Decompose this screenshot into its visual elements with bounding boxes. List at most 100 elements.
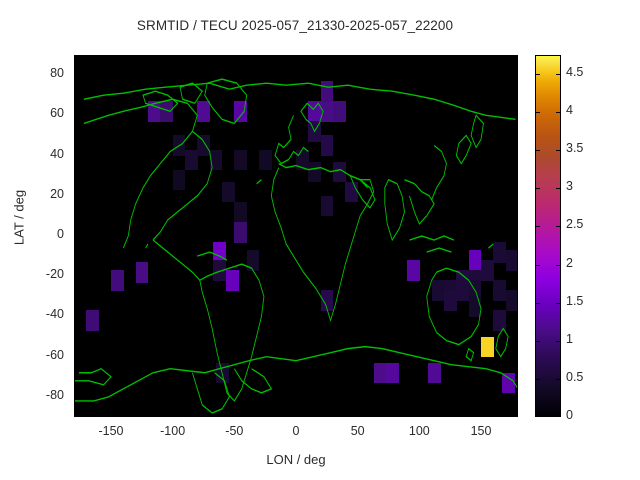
colorbar-tick-label: 1 <box>566 331 573 346</box>
heatmap-cell <box>333 161 346 183</box>
x-tick-label: 100 <box>408 424 430 438</box>
colorbar-tick-mark <box>535 378 540 380</box>
colorbar-tick-label: 2.5 <box>566 217 584 232</box>
y-tick-label: -40 <box>45 307 64 322</box>
y-tick-label: -80 <box>45 387 64 402</box>
y-tick-mark <box>74 155 79 157</box>
heatmap-cell <box>456 280 470 301</box>
colorbar-tick-mark <box>535 112 540 114</box>
colorbar-tick-mark <box>556 340 561 342</box>
heatmap-cell <box>373 362 387 384</box>
colorbar-tick-mark <box>556 188 561 190</box>
colorbar-tick-label: 4 <box>566 103 573 118</box>
heatmap-cell <box>185 149 198 171</box>
y-tick-label: 20 <box>50 186 64 201</box>
heatmap-cell <box>431 280 445 301</box>
colorbar-tick-mark <box>535 150 540 152</box>
y-tick-mark <box>74 195 79 197</box>
colorbar-tick-mark <box>535 226 540 228</box>
heatmap-cell <box>213 260 227 281</box>
heatmap-cell <box>386 362 399 384</box>
heatmap-cell <box>481 260 494 281</box>
heatmap-cell <box>148 101 161 122</box>
heatmap-cell <box>493 310 507 332</box>
heatmap-cell <box>234 149 248 171</box>
heatmap-cell <box>225 270 239 291</box>
colorbar-tick-label: 2 <box>566 255 573 270</box>
heatmap-cell <box>444 290 457 311</box>
y-tick-mark <box>74 276 79 278</box>
colorbar-tick-label: 1.5 <box>566 293 584 308</box>
page-title: SRMTID / TECU 2025-057_21330-2025-057_22… <box>136 18 454 33</box>
heatmap-cell <box>234 101 248 122</box>
heatmap-cell <box>333 101 346 122</box>
x-tick-mark <box>172 412 174 417</box>
x-tick-mark <box>111 412 112 417</box>
heatmap-cell <box>468 296 482 317</box>
x-tick-label: 150 <box>470 424 492 438</box>
heatmap-cell <box>320 101 334 122</box>
colorbar-tick-mark <box>556 264 561 266</box>
colorbar <box>535 55 561 417</box>
x-tick-mark <box>419 412 421 417</box>
heatmap-cell <box>86 310 100 332</box>
colorbar-tick-label: 3 <box>566 179 573 194</box>
heatmap-cell <box>111 270 124 291</box>
colorbar-tick-mark <box>535 264 540 266</box>
heatmap-cell <box>197 101 211 122</box>
y-tick-mark <box>74 236 79 237</box>
x-tick-label: 0 <box>292 424 300 438</box>
heatmap-cell <box>481 336 494 358</box>
heatmap-cell <box>505 250 518 271</box>
heatmap-cell <box>493 242 507 263</box>
colorbar-tick-mark <box>535 188 540 190</box>
colorbar-tick-label: 0 <box>566 408 573 422</box>
heatmap-cell <box>222 181 235 203</box>
y-tick-label: 40 <box>50 146 64 161</box>
colorbar-tick-mark <box>535 340 540 342</box>
x-tick-label: -100 <box>160 424 186 438</box>
colorbar-tick-mark <box>556 226 561 228</box>
y-tick-label: -60 <box>45 347 64 362</box>
colorbar-tick-label: 4.5 <box>566 65 584 80</box>
heatmap-cell <box>320 135 334 157</box>
x-tick-mark <box>481 412 482 417</box>
x-tick-mark <box>234 412 236 417</box>
y-tick-mark <box>74 396 79 398</box>
colorbar-tick-mark <box>556 378 561 380</box>
colorbar-tick-mark <box>556 74 561 76</box>
heatmap-cell <box>172 169 186 191</box>
y-tick-mark <box>74 356 79 358</box>
heatmap-cell <box>209 149 223 171</box>
heatmap-cell <box>308 161 322 183</box>
colorbar-tick-label: 0.5 <box>566 369 584 384</box>
y-tick-label: 60 <box>50 106 64 121</box>
heatmap-cell <box>320 195 334 217</box>
y-tick-mark <box>74 75 79 77</box>
heatmap-cell <box>407 260 420 281</box>
x-tick-label: -50 <box>225 424 244 438</box>
heatmap-cell <box>160 101 174 122</box>
heatmap-cell <box>505 290 518 311</box>
heatmap-cell <box>135 262 149 283</box>
colorbar-tick-label: 3.5 <box>566 141 584 156</box>
x-tick-label: 50 <box>350 424 365 438</box>
heatmap-plot-area[interactable] <box>74 55 518 417</box>
heatmap-cell <box>501 372 515 394</box>
y-axis-label: LAT / deg <box>11 189 27 246</box>
x-tick-mark <box>296 412 297 417</box>
colorbar-tick-mark <box>556 150 561 152</box>
heatmap-cell <box>234 221 248 243</box>
colorbar-tick-mark <box>556 112 561 114</box>
y-tick-label: 80 <box>50 66 64 81</box>
heatmap-cell <box>427 362 441 384</box>
y-tick-mark <box>74 316 79 318</box>
heatmap-cell <box>234 201 248 223</box>
y-tick-label: -20 <box>45 267 64 282</box>
heatmap-cell <box>308 101 322 122</box>
heatmap-cell <box>320 290 334 311</box>
x-axis-label: LON / deg <box>266 452 326 467</box>
x-tick-mark <box>357 412 359 417</box>
coastline-overlay <box>74 78 518 414</box>
